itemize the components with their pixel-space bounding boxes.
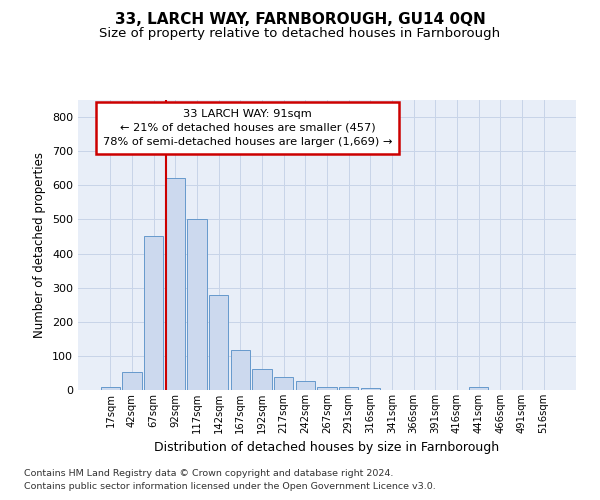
Y-axis label: Number of detached properties: Number of detached properties [34,152,46,338]
Text: Size of property relative to detached houses in Farnborough: Size of property relative to detached ho… [100,28,500,40]
Bar [144,236,163,390]
Bar [252,369,272,390]
Bar [166,178,185,390]
Bar [339,388,358,390]
Text: 33 LARCH WAY: 91sqm
← 21% of detached houses are smaller (457)
78% of semi-detac: 33 LARCH WAY: 91sqm ← 21% of detached ho… [103,108,392,146]
Bar [209,295,229,390]
Bar [101,386,120,390]
X-axis label: Distribution of detached houses by size in Farnborough: Distribution of detached houses by size … [154,442,500,454]
Bar [296,382,315,390]
Text: 33, LARCH WAY, FARNBOROUGH, GU14 0QN: 33, LARCH WAY, FARNBOROUGH, GU14 0QN [115,12,485,28]
Bar [274,378,293,390]
Text: Contains public sector information licensed under the Open Government Licence v3: Contains public sector information licen… [24,482,436,491]
Bar [469,388,488,390]
Bar [230,350,250,390]
Bar [317,386,337,390]
Text: Contains HM Land Registry data © Crown copyright and database right 2024.: Contains HM Land Registry data © Crown c… [24,468,394,477]
Bar [122,372,142,390]
Bar [361,388,380,390]
Bar [187,220,207,390]
